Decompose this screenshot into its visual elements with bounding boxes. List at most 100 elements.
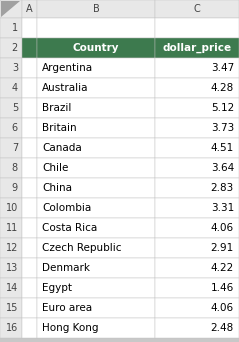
Bar — [22, 18, 37, 38]
Bar — [0, 18, 22, 38]
Bar — [0, 78, 22, 98]
Bar — [0, 178, 22, 198]
Bar — [22, 138, 37, 158]
Bar — [22, 58, 37, 78]
Bar — [0, 318, 22, 338]
Bar — [22, 278, 37, 298]
Bar — [0, 218, 22, 238]
Bar — [22, 178, 37, 198]
Text: 4.22: 4.22 — [211, 263, 234, 273]
Text: 4.06: 4.06 — [211, 223, 234, 233]
Text: 9: 9 — [12, 183, 18, 193]
Text: Colombia: Colombia — [42, 203, 91, 213]
Text: 13: 13 — [6, 263, 18, 273]
Text: 10: 10 — [6, 203, 18, 213]
Text: Hong Kong: Hong Kong — [42, 323, 98, 333]
Text: 4.51: 4.51 — [211, 143, 234, 153]
Bar — [37, 98, 155, 118]
Text: Australia: Australia — [42, 83, 88, 93]
Bar — [155, 98, 239, 118]
Bar — [37, 298, 155, 318]
Bar — [37, 258, 155, 278]
Bar — [155, 298, 239, 318]
Bar — [22, 198, 37, 218]
Bar — [22, 78, 37, 98]
Text: 4.28: 4.28 — [211, 83, 234, 93]
Text: 7: 7 — [12, 143, 18, 153]
Bar — [0, 138, 22, 158]
Bar — [37, 78, 155, 98]
Bar — [37, 318, 155, 338]
Text: 6: 6 — [12, 123, 18, 133]
Bar — [0, 298, 22, 318]
Bar — [155, 178, 239, 198]
Bar — [37, 118, 155, 138]
Text: Canada: Canada — [42, 143, 82, 153]
Text: Denmark: Denmark — [42, 263, 90, 273]
Text: 4: 4 — [12, 83, 18, 93]
Text: 2: 2 — [12, 43, 18, 53]
Bar — [155, 138, 239, 158]
Text: 3.47: 3.47 — [211, 63, 234, 73]
Bar — [22, 0, 37, 18]
Bar — [22, 238, 37, 258]
Bar — [22, 218, 37, 238]
Text: 3.64: 3.64 — [211, 163, 234, 173]
Text: Argentina: Argentina — [42, 63, 93, 73]
Text: 12: 12 — [6, 243, 18, 253]
Text: 14: 14 — [6, 283, 18, 293]
Text: Egypt: Egypt — [42, 283, 72, 293]
Bar — [0, 58, 22, 78]
Bar — [155, 218, 239, 238]
Text: Costa Rica: Costa Rica — [42, 223, 97, 233]
Bar — [22, 38, 37, 58]
Text: Britain: Britain — [42, 123, 77, 133]
Bar — [155, 278, 239, 298]
Bar — [155, 0, 239, 18]
Bar — [37, 58, 155, 78]
Bar — [22, 318, 37, 338]
Bar — [155, 78, 239, 98]
Text: dollar_price: dollar_price — [163, 43, 232, 53]
Bar — [37, 138, 155, 158]
Bar — [0, 238, 22, 258]
Text: A: A — [26, 4, 33, 14]
Text: 3: 3 — [12, 63, 18, 73]
Bar — [37, 18, 155, 38]
Bar — [22, 118, 37, 138]
Bar — [155, 318, 239, 338]
Text: C: C — [194, 4, 200, 14]
Bar — [155, 158, 239, 178]
Bar — [0, 118, 22, 138]
Bar — [22, 158, 37, 178]
Text: Brazil: Brazil — [42, 103, 71, 113]
Bar — [37, 178, 155, 198]
Bar — [155, 38, 239, 58]
Bar — [22, 98, 37, 118]
Text: 1.46: 1.46 — [211, 283, 234, 293]
Bar — [37, 238, 155, 258]
Bar — [0, 278, 22, 298]
Text: B: B — [93, 4, 99, 14]
Bar — [37, 0, 155, 18]
Text: Czech Republic: Czech Republic — [42, 243, 121, 253]
Bar — [155, 238, 239, 258]
Text: 1: 1 — [12, 23, 18, 33]
Text: 3.31: 3.31 — [211, 203, 234, 213]
Bar — [0, 198, 22, 218]
Text: Euro area: Euro area — [42, 303, 92, 313]
Bar — [155, 58, 239, 78]
Bar — [37, 38, 155, 58]
Bar — [37, 198, 155, 218]
Text: 2.91: 2.91 — [211, 243, 234, 253]
Text: 5.12: 5.12 — [211, 103, 234, 113]
Bar — [22, 258, 37, 278]
Bar — [155, 258, 239, 278]
Bar — [0, 98, 22, 118]
Bar — [155, 198, 239, 218]
Bar — [155, 118, 239, 138]
Text: 11: 11 — [6, 223, 18, 233]
Text: 3.73: 3.73 — [211, 123, 234, 133]
Text: 4.06: 4.06 — [211, 303, 234, 313]
Bar — [22, 298, 37, 318]
